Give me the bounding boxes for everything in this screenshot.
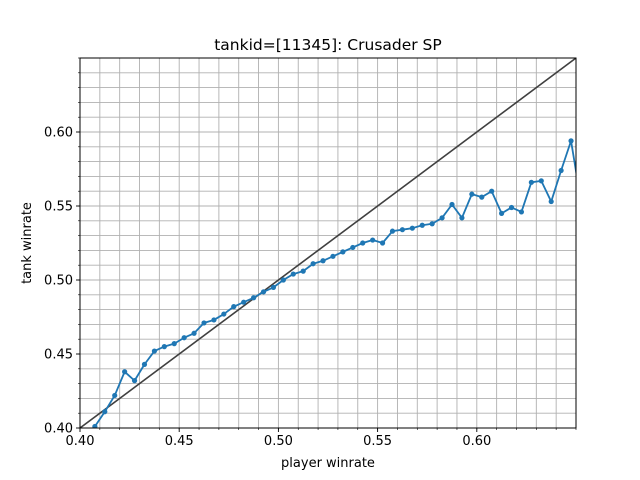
data-point (350, 244, 356, 251)
data-point (161, 344, 167, 350)
data-point (141, 361, 148, 367)
y-tick-label: 0.45 (44, 348, 73, 363)
x-axis-label: player winrate (281, 456, 375, 471)
data-point (330, 253, 336, 259)
data-point (72, 454, 77, 459)
data-point (290, 271, 296, 277)
data-point (171, 341, 177, 347)
data-point (270, 284, 277, 290)
x-tick-label: 0.40 (66, 434, 95, 449)
data-point (181, 335, 187, 341)
x-tick-label: 0.45 (165, 434, 194, 449)
data-point (241, 299, 247, 305)
data-point (499, 210, 505, 216)
data-point (489, 188, 495, 194)
data-point (419, 222, 425, 228)
x-tick-label: 0.50 (264, 434, 293, 449)
data-point (310, 261, 316, 267)
y-tick-label: 0.60 (44, 126, 73, 141)
data-point (518, 209, 525, 215)
data-point (300, 268, 306, 274)
data-point (191, 330, 197, 336)
grid (79, 57, 577, 429)
data-point (449, 201, 455, 208)
y-axis-label: tank winrate (20, 202, 35, 284)
ticks: 0.40 0.45 0.50 0.55 0.60 0.40 0.45 0.50 0.55 0.60 (44, 57, 577, 449)
data-point (231, 304, 237, 310)
data-point (528, 179, 534, 185)
data-point (211, 317, 217, 323)
data-point (409, 225, 415, 231)
data-point (429, 221, 435, 227)
data-point (479, 194, 485, 200)
data-point (399, 227, 405, 233)
data-point (201, 320, 207, 326)
plot-border (79, 57, 577, 429)
data-point (558, 167, 564, 174)
chart-title: tankid=[11345]: Crusader SP (214, 36, 442, 54)
data-point (221, 311, 227, 317)
plot-area (72, 58, 583, 459)
data-point (439, 215, 445, 221)
data-point (548, 198, 554, 205)
series-line (92, 139, 576, 428)
data-point (379, 240, 386, 246)
data-point (92, 423, 98, 428)
data-point (122, 369, 128, 375)
y-tick-label: 0.50 (44, 274, 73, 289)
data-point (568, 138, 574, 144)
data-point (538, 178, 544, 184)
x-tick-label: 0.55 (363, 434, 392, 449)
data-point (508, 204, 515, 211)
data-point (578, 199, 583, 204)
data-point (151, 348, 157, 354)
data-point (320, 258, 326, 264)
x-tick-label: 0.60 (462, 434, 491, 449)
data-point (370, 237, 376, 243)
data-point (131, 378, 138, 384)
reference-line (80, 58, 576, 428)
y-tick-label: 0.55 (44, 200, 73, 215)
data-point (459, 215, 465, 221)
data-point (260, 289, 267, 295)
data-point (102, 409, 108, 415)
data-point (340, 249, 346, 255)
data-point (469, 191, 475, 197)
data-point (112, 392, 118, 399)
axes-frame (79, 57, 577, 429)
data-point (280, 277, 286, 283)
data-point (251, 295, 257, 301)
data-point (389, 228, 396, 234)
y-tick-label: 0.40 (44, 422, 73, 437)
data-point (360, 240, 366, 246)
